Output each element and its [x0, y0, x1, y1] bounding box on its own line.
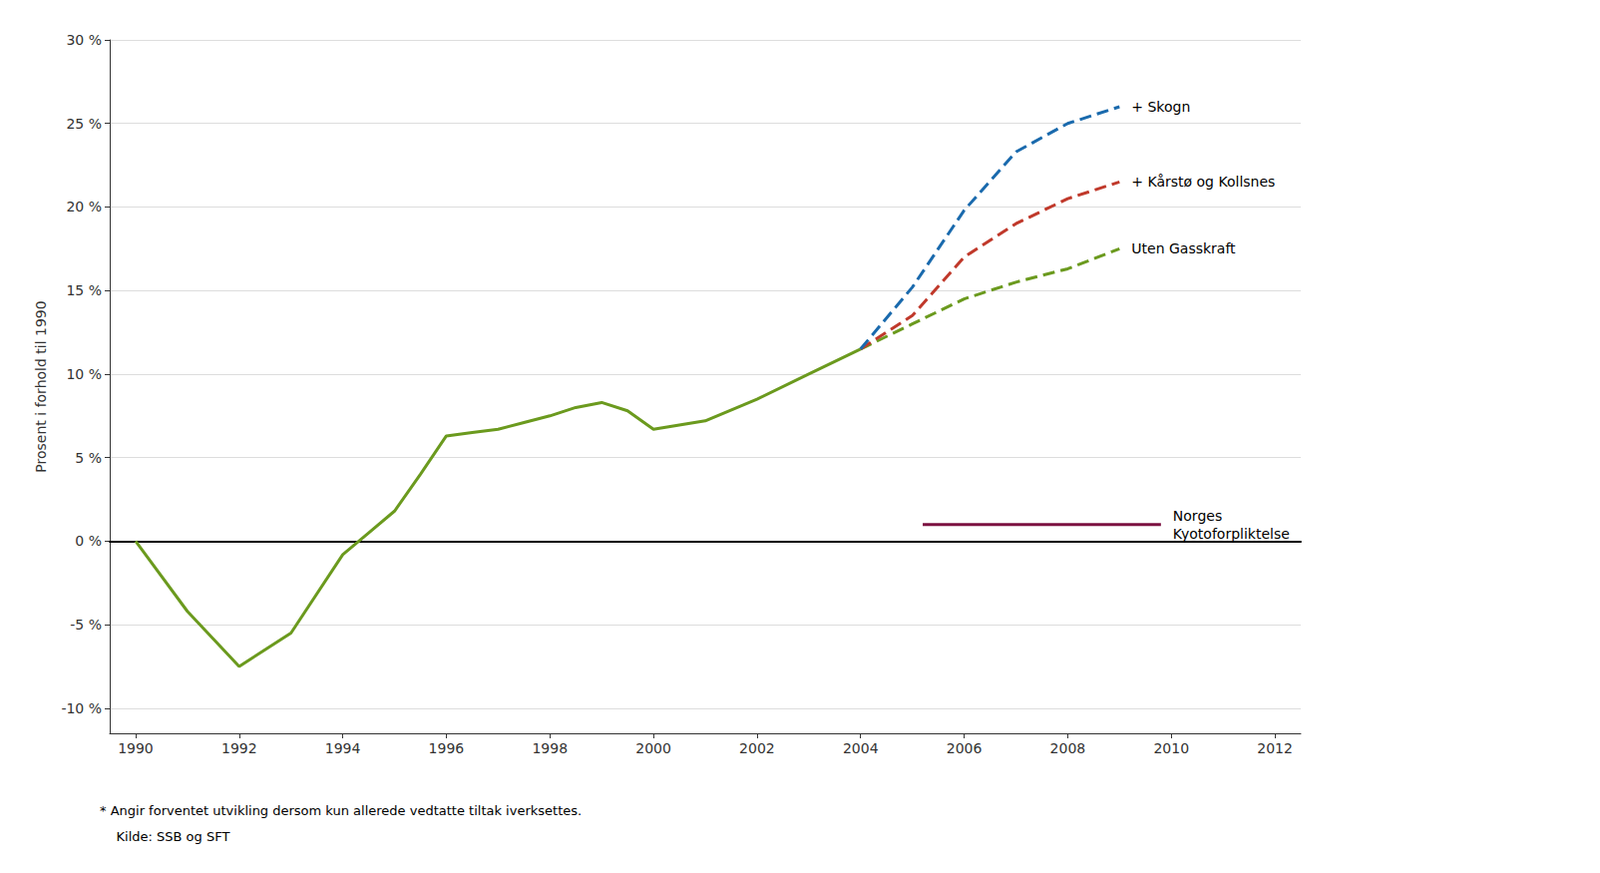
- svg-text:30 %: 30 %: [65, 31, 102, 48]
- svg-text:2002: 2002: [739, 740, 776, 757]
- svg-text:Kyotoforpliktelse: Kyotoforpliktelse: [1173, 525, 1290, 542]
- svg-text:2010: 2010: [1153, 740, 1190, 757]
- svg-text:+ Kårstø og Kollsnes: + Kårstø og Kollsnes: [1131, 173, 1275, 190]
- svg-text:15 %: 15 %: [65, 282, 102, 299]
- svg-text:-5 %: -5 %: [69, 616, 102, 633]
- svg-text:Uten Gasskraft: Uten Gasskraft: [1131, 240, 1236, 257]
- svg-text:2000: 2000: [635, 740, 672, 757]
- svg-text:1990: 1990: [117, 740, 154, 757]
- svg-text:1996: 1996: [428, 740, 465, 757]
- svg-text:5 %: 5 %: [74, 449, 102, 466]
- svg-text:2012: 2012: [1256, 740, 1293, 757]
- svg-text:2004: 2004: [842, 740, 879, 757]
- svg-text:10 %: 10 %: [65, 366, 102, 383]
- svg-text:1994: 1994: [325, 740, 362, 757]
- svg-text:20 %: 20 %: [65, 198, 102, 215]
- svg-text:2008: 2008: [1050, 740, 1087, 757]
- svg-text:Kilde: SSB og SFT: Kilde: SSB og SFT: [99, 828, 230, 844]
- svg-text:1992: 1992: [221, 740, 258, 757]
- svg-text:2006: 2006: [946, 740, 983, 757]
- svg-text:-10 %: -10 %: [60, 700, 102, 717]
- svg-text:1998: 1998: [531, 740, 568, 757]
- svg-text:25 %: 25 %: [65, 115, 102, 132]
- svg-text:Norges: Norges: [1173, 507, 1222, 524]
- svg-text:* Angir forventet utvikling de: * Angir forventet utvikling dersom kun a…: [99, 802, 582, 818]
- svg-text:0 %: 0 %: [74, 532, 102, 549]
- svg-text:+ Skogn: + Skogn: [1131, 98, 1191, 115]
- svg-text:Prosent i forhold til 1990: Prosent i forhold til 1990: [32, 300, 49, 472]
